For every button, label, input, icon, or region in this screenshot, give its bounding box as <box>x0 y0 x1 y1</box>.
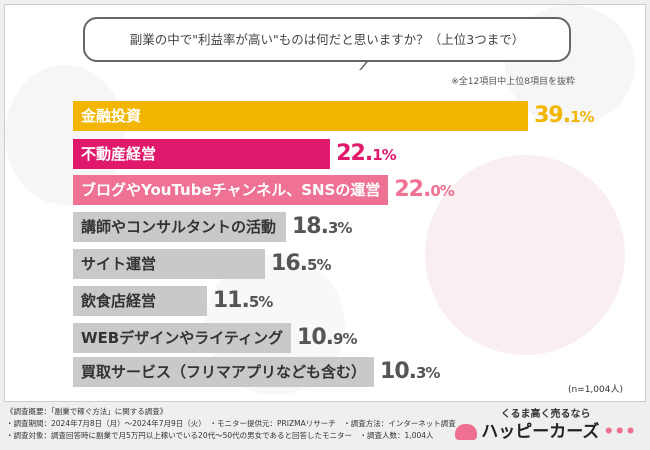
bar-row: サイト運営 16.5% <box>73 249 332 279</box>
bar-row: 買取サービス（フリマアプリなども含む） 10.3% <box>73 357 440 387</box>
bar: 講師やコンサルタントの活動 <box>73 212 286 242</box>
value-label: 18.3% <box>292 213 352 239</box>
value-label: 11.5% <box>212 287 273 313</box>
category-label: ブログやYouTubeチャンネル、SNSの運営 <box>81 181 381 199</box>
bar-row: 講師やコンサルタントの活動 18.3% <box>73 212 352 242</box>
bar-row: 飲食店経営 11.5% <box>73 286 273 316</box>
bar: WEBデザインやライティング <box>73 323 292 353</box>
bar: ブログやYouTubeチャンネル、SNSの運営 <box>73 175 389 205</box>
footer-line: ・調査期間：2024年7月8日（月）～2024年7月9日（火） ・モニター提供元… <box>6 419 456 428</box>
logo-name: ハッピーカーズ <box>481 422 600 442</box>
bg-circle <box>425 155 625 355</box>
category-label: 不動産経営 <box>81 145 157 163</box>
value-label: 22.0% <box>394 176 454 202</box>
category-label: サイト運営 <box>81 255 157 273</box>
question-bubble: 副業の中で"利益率が高い"ものは何だと思いますか？（上位3つまで） <box>83 17 571 62</box>
bar-row: 不動産経営 22.1% <box>73 139 397 169</box>
value-label: 16.5% <box>271 250 331 276</box>
elephant-icon <box>455 424 478 440</box>
dots-icon: ••• <box>603 422 636 442</box>
value-label: 22.1% <box>336 140 396 166</box>
category-label: 買取サービス（フリマアプリなども含む） <box>81 363 367 381</box>
survey-footer: 《調査概要：「副業で稼ぐ方法」に関する調査》 ・調査期間：2024年7月8日（月… <box>6 406 506 442</box>
category-label: 飲食店経営 <box>81 292 157 310</box>
note: ※全12項目中上位8項目を抜粋 <box>451 77 575 87</box>
bar: 飲食店経営 <box>73 286 207 316</box>
logo: くるま高く売るなら ハッピーカーズ ••• <box>455 408 636 443</box>
chart-card: 副業の中で"利益率が高い"ものは何だと思いますか？（上位3つまで） ※全12項目… <box>4 4 646 402</box>
question-text: 副業の中で"利益率が高い"ものは何だと思いますか？（上位3つまで） <box>129 31 525 47</box>
bar: 買取サービス（フリマアプリなども含む） <box>73 357 375 387</box>
category-label: 金融投資 <box>81 107 142 125</box>
logo-tagline: くるま高く売るなら <box>500 409 591 420</box>
bar-row: 金融投資 39.1% <box>73 101 595 131</box>
category-label: WEBデザインやライティング <box>81 329 284 347</box>
value-label: 10.9% <box>297 324 357 350</box>
bar: 金融投資 <box>73 101 529 131</box>
bar-row: ブログやYouTubeチャンネル、SNSの運営 22.0% <box>73 175 455 205</box>
footer-title: 《調査概要：「副業で稼ぐ方法」に関する調査》 <box>6 407 168 416</box>
sample-size: (n=1,004人) <box>567 385 623 395</box>
bar-row: WEBデザインやライティング 10.9% <box>73 323 358 353</box>
bar: 不動産経営 <box>73 139 331 169</box>
footer-line: ・調査対象：調査回答時に副業で月5万円以上稼いでいる20代～50代の男女であると… <box>6 431 434 440</box>
category-label: 講師やコンサルタントの活動 <box>81 218 277 236</box>
value-label: 10.3% <box>380 358 440 384</box>
bar: サイト運営 <box>73 249 266 279</box>
value-label: 39.1% <box>534 102 594 128</box>
